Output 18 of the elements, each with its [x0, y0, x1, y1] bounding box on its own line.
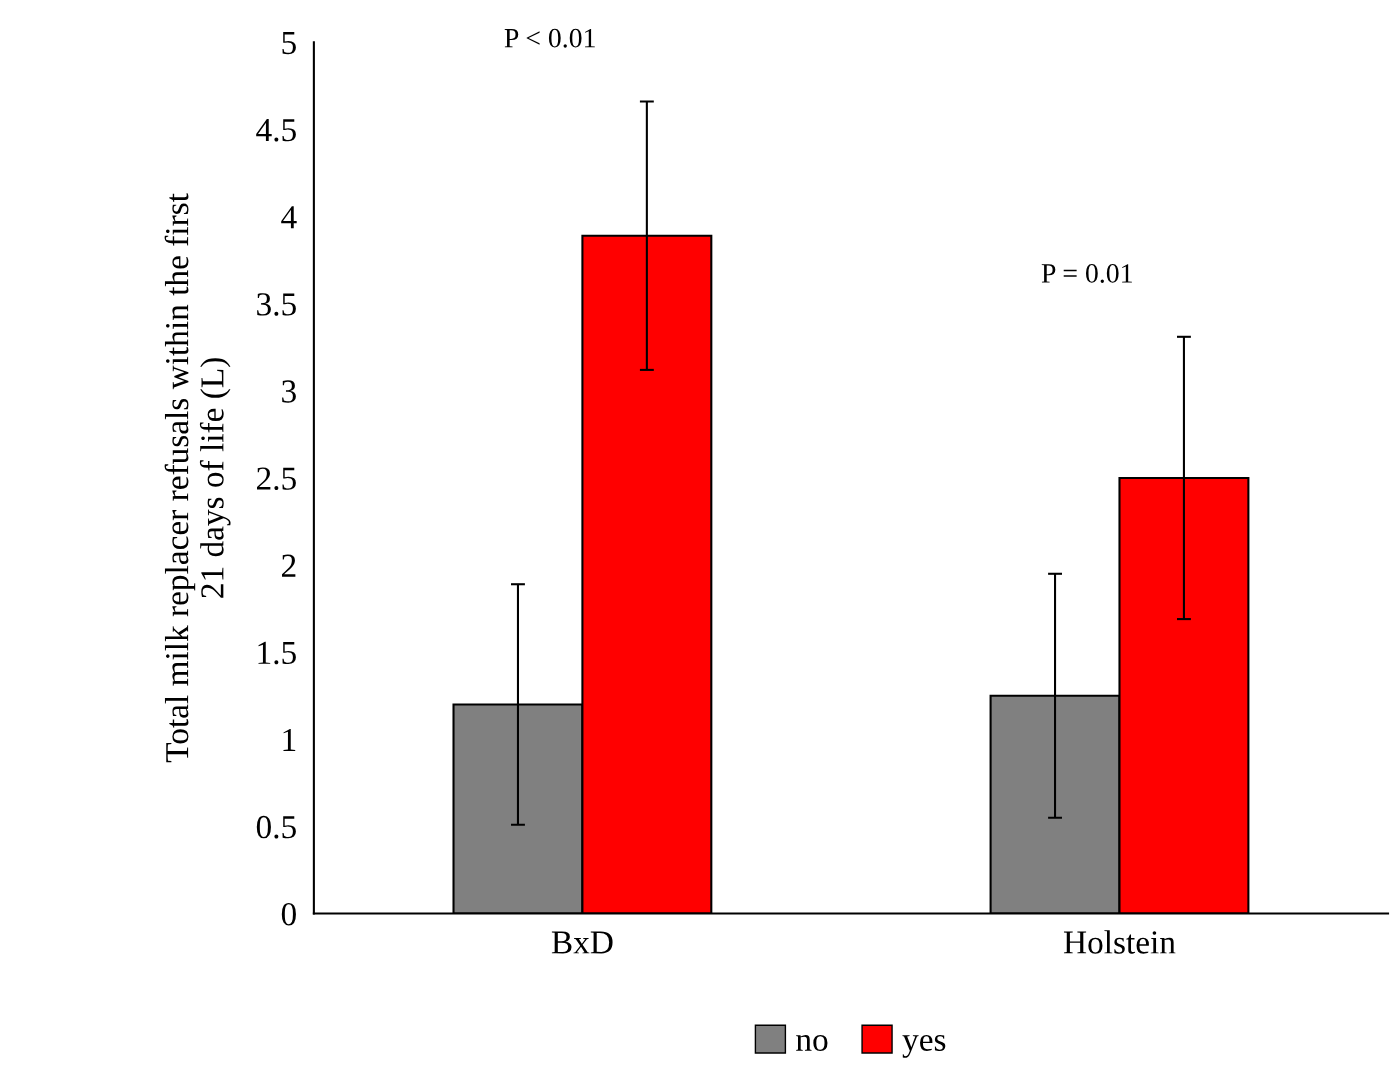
x-tick-label: Holstein: [1063, 930, 1176, 954]
y-tick-label: 0: [281, 902, 296, 926]
y-tick-label: 3: [282, 380, 296, 403]
y-tick-label: 3.5: [257, 293, 296, 316]
annotation: P < 0.01: [504, 28, 595, 48]
y-tick-label: 5: [282, 32, 296, 55]
y-tick-label: 4: [281, 206, 297, 229]
y-tick-label: 0.5: [256, 815, 296, 839]
y-tick-label: 1: [283, 728, 296, 751]
y-tick-label: 4.5: [256, 119, 296, 142]
y-tick-label: 2: [282, 554, 296, 577]
y-tick-label: 2.5: [257, 467, 296, 490]
annotation: P = 0.01: [1041, 264, 1132, 283]
legend-label: no: [796, 1034, 828, 1051]
x-tick-label: BxD: [551, 931, 613, 954]
y-axis-title: Total milk replacer refusals within the first 21 days of life (L): [164, 193, 231, 763]
legend-label: yes: [902, 1034, 946, 1058]
y-tick-label: 1.5: [258, 641, 296, 665]
